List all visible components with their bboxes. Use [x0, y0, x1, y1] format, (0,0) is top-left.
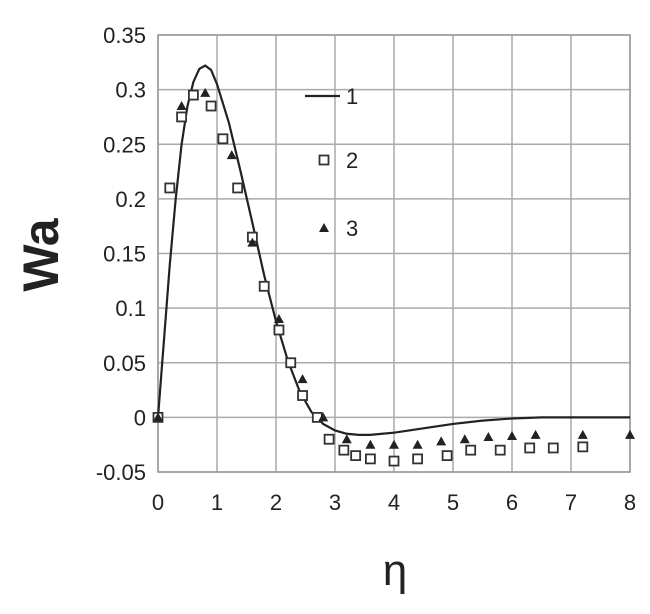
- legend-label: 2: [346, 148, 358, 173]
- square-marker: [297, 390, 308, 401]
- square-marker: [577, 441, 589, 453]
- square-marker: [441, 450, 453, 462]
- y-tick-label: -0.05: [96, 460, 146, 485]
- x-tick-label: 0: [152, 490, 164, 515]
- square-marker: [350, 450, 362, 462]
- square-marker: [323, 433, 335, 445]
- y-tick-label: 0.3: [115, 78, 146, 103]
- plot-border: [157, 34, 631, 473]
- y-axis-label: Wa: [13, 217, 69, 291]
- x-tick-label: 6: [506, 490, 518, 515]
- x-tick-label: 2: [270, 490, 282, 515]
- x-axis-label: η: [383, 546, 407, 595]
- x-tick-label: 3: [329, 490, 341, 515]
- y-tick-label: 0: [134, 405, 146, 430]
- triangle-marker: [200, 87, 211, 97]
- square-marker: [176, 111, 188, 123]
- legend-label: 1: [346, 84, 358, 109]
- x-tick-label: 8: [624, 490, 636, 515]
- square-marker: [412, 453, 424, 465]
- square-marker: [258, 280, 270, 292]
- triangle-marker: [389, 439, 399, 449]
- square-marker: [494, 444, 506, 456]
- triangle-marker: [319, 223, 329, 232]
- triangle-marker: [247, 237, 258, 247]
- square-marker: [187, 89, 199, 101]
- triangle-marker: [577, 429, 588, 439]
- triangle-marker: [459, 434, 470, 444]
- triangle-marker: [365, 439, 376, 449]
- y-tick-label: 0.05: [103, 351, 146, 376]
- triangle-marker: [625, 429, 635, 439]
- y-tick-label: 0.35: [103, 23, 146, 48]
- x-tick-label: 1: [211, 490, 223, 515]
- y-tick-label: 0.15: [103, 242, 146, 267]
- y-tick-label: 0.2: [115, 187, 146, 212]
- x-tick-label: 4: [388, 490, 400, 515]
- square-marker: [364, 453, 376, 465]
- y-tick-label: 0.1: [115, 296, 146, 321]
- triangle-marker: [507, 430, 517, 440]
- triangle-marker: [483, 432, 494, 442]
- triangle-marker: [176, 101, 187, 111]
- triangle-marker: [530, 429, 541, 439]
- triangle-marker: [318, 412, 329, 422]
- square-marker: [524, 442, 536, 454]
- square-marker: [217, 133, 229, 145]
- legend-label: 3: [346, 216, 358, 241]
- triangle-marker: [297, 374, 308, 384]
- square-marker: [338, 444, 350, 456]
- square-marker: [547, 442, 559, 454]
- square-marker: [232, 182, 244, 194]
- triangle-marker: [412, 439, 423, 449]
- square-marker: [318, 154, 330, 166]
- triangle-marker: [341, 434, 352, 444]
- x-tick-label: 5: [447, 490, 459, 515]
- y-tick-label: 0.25: [103, 132, 146, 157]
- triangle-marker: [436, 436, 447, 446]
- square-marker: [388, 455, 400, 467]
- square-marker: [273, 324, 285, 336]
- triangle-marker: [226, 150, 237, 160]
- square-marker: [285, 357, 297, 369]
- square-marker: [205, 100, 217, 112]
- triangle-marker: [153, 412, 163, 422]
- square-marker: [465, 444, 477, 456]
- triangle-marker: [273, 314, 284, 324]
- x-tick-label: 7: [565, 490, 577, 515]
- square-marker: [164, 182, 176, 194]
